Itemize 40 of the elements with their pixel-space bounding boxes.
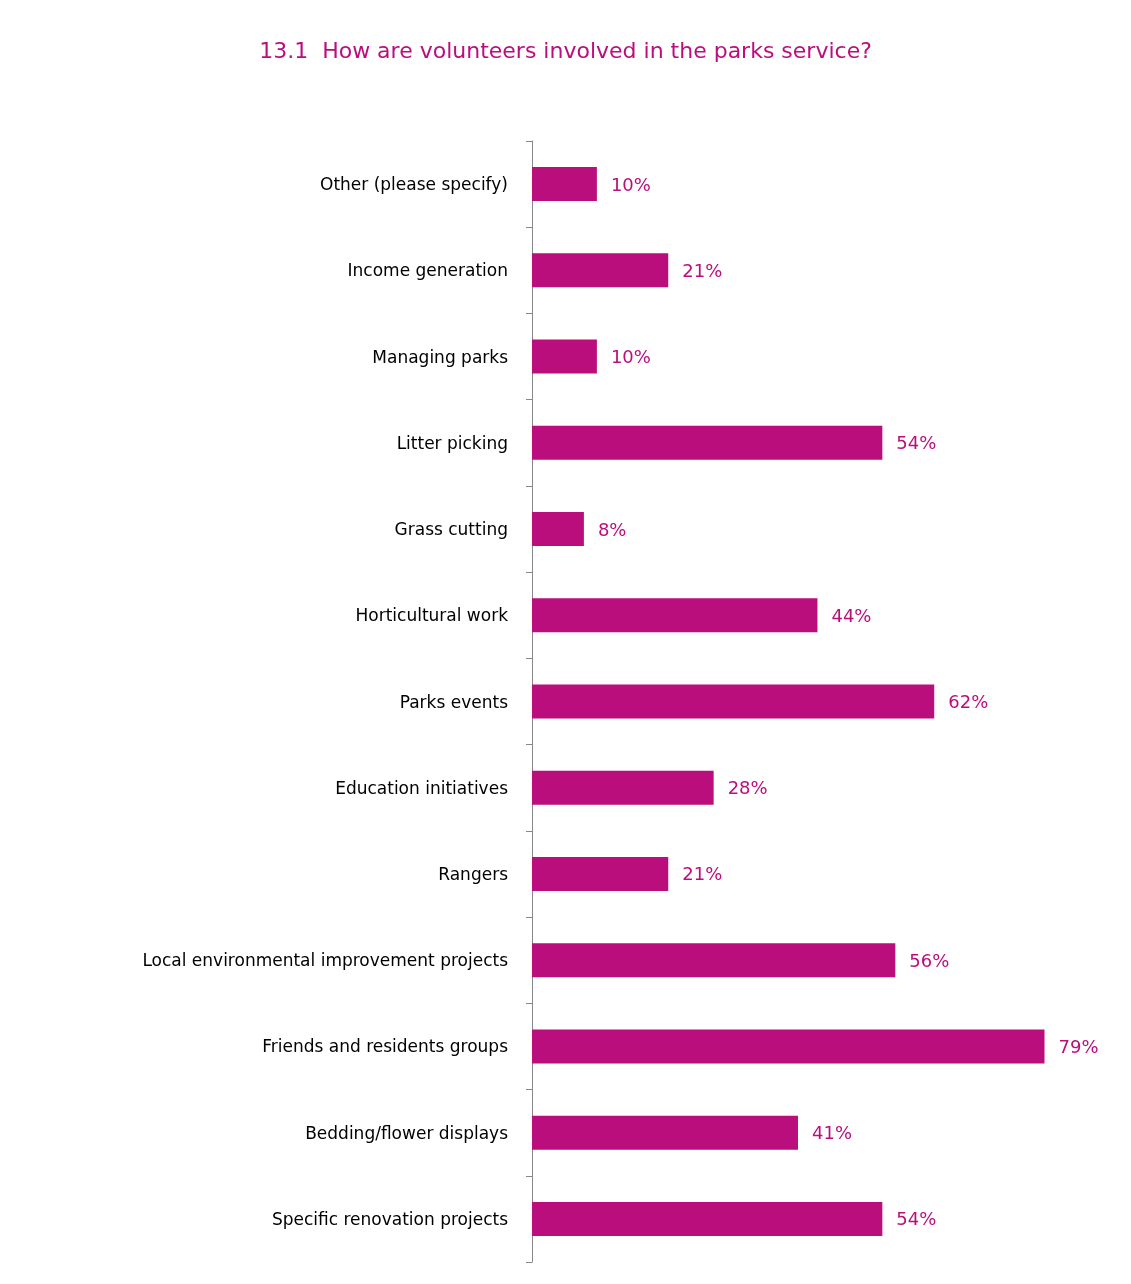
data-label: 41%	[811, 1122, 852, 1144]
y-tick-label: Income generation	[347, 260, 508, 281]
bar	[532, 339, 597, 374]
bar	[532, 1029, 1045, 1064]
data-label: 10%	[610, 346, 651, 368]
y-tick-label: Grass cutting	[394, 519, 508, 540]
bar	[532, 943, 896, 978]
data-label: 28%	[727, 777, 768, 799]
bar	[532, 167, 597, 202]
bar	[532, 1201, 883, 1236]
bar	[532, 1115, 798, 1150]
chart-title: 13.1 How are volunteers involved in the parks service?	[259, 37, 872, 63]
data-label: 21%	[682, 259, 723, 281]
data-label: 62%	[948, 691, 989, 712]
bar	[532, 856, 669, 891]
y-tick-label: Managing parks	[372, 346, 509, 367]
y-tick-label: Friends and residents groups	[262, 1036, 509, 1057]
data-label: 54%	[896, 1208, 937, 1230]
data-label: 79%	[1058, 1035, 1099, 1057]
data-label: 56%	[909, 949, 950, 971]
y-tick-label: Parks events	[399, 691, 509, 712]
y-tick-label: Other (please specify)	[320, 174, 508, 195]
y-tick-label: Litter picking	[396, 432, 508, 453]
y-tick-label: Local environmental improvement projects	[142, 950, 509, 971]
data-label: 21%	[682, 863, 723, 885]
bar	[532, 253, 669, 288]
y-tick-label: Rangers	[438, 863, 509, 884]
bar	[532, 425, 883, 460]
data-label: 54%	[896, 432, 937, 454]
y-tick-label: Bedding/flower displays	[305, 1122, 509, 1143]
data-label: 8%	[597, 518, 627, 540]
bar	[532, 512, 584, 547]
bar	[532, 684, 935, 719]
data-label: 10%	[610, 173, 651, 195]
y-tick-label: Specific renovation projects	[271, 1208, 509, 1229]
y-tick-label: Horticultural work	[355, 605, 509, 626]
y-tick-label: Education initiatives	[335, 777, 509, 798]
bar	[532, 770, 714, 805]
data-label: 44%	[831, 604, 872, 626]
bar	[532, 598, 818, 633]
